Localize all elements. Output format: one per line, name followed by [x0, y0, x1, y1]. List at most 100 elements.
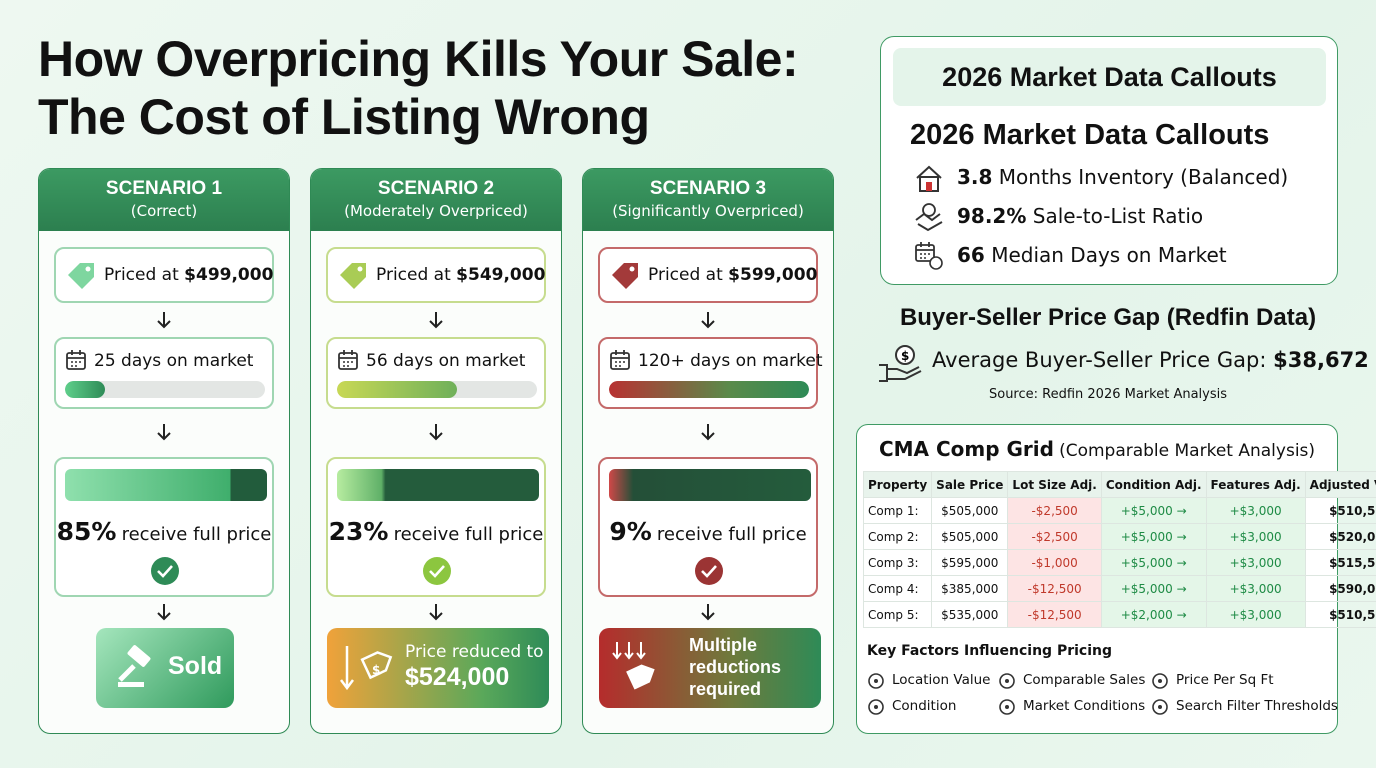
reduce-icon	[611, 640, 671, 696]
days-fill	[609, 381, 809, 398]
cma-cell: -$1,000	[1007, 549, 1102, 576]
tag-icon-svg	[612, 263, 638, 289]
cma-cell: +$5,000 →	[1100, 523, 1207, 550]
cma-cell: $595,000	[931, 549, 1009, 576]
flow-arrow-svg	[701, 604, 715, 621]
cma-cell: Comp 5:	[862, 601, 933, 628]
cma-cell: $505,000	[931, 523, 1009, 550]
percent-line: 9% receive full price	[600, 517, 816, 546]
price-line: Priced at $499,000	[104, 265, 273, 285]
factor-label: Comparable Sales	[1023, 672, 1146, 688]
percent-line: 23% receive full price	[328, 517, 544, 546]
factor-icon	[998, 698, 1016, 716]
days-text: 120+ days on market	[638, 351, 823, 371]
calendar-icon	[337, 349, 359, 371]
cma-row: Comp 3: $595,000 -$1,000 +$5,000 → +$3,000 $5…	[862, 549, 1376, 576]
cma-column-header: Adjusted Value	[1304, 471, 1376, 498]
cma-cell: -$2,500	[1007, 523, 1102, 550]
outcome-line: Multiple	[689, 635, 757, 655]
outcome-text: Price reduced to	[405, 642, 544, 662]
days-track	[65, 381, 265, 398]
scenario-subtitle: (Correct)	[130, 202, 198, 220]
callout-icon-svg	[915, 203, 943, 232]
tag-icon-svg	[340, 263, 366, 289]
percent-box: 23% receive full price	[326, 457, 546, 597]
callout-icon	[914, 202, 946, 234]
factor-icon	[1151, 672, 1169, 690]
cma-cell: $385,000	[931, 575, 1009, 602]
price-label: Priced at	[104, 265, 179, 285]
cma-cell: Comp 2:	[862, 523, 933, 550]
factor-icon-svg	[1152, 699, 1168, 715]
flow-arrow	[428, 603, 444, 621]
cma-cell: $510,500	[1304, 601, 1376, 628]
gap-value: $38,672	[1273, 348, 1369, 372]
price-label: Priced at	[648, 265, 723, 285]
gap-title: Buyer-Seller Price Gap (Redfin Data)	[899, 304, 1317, 331]
gap-label: Average Buyer-Seller Price Gap:	[932, 348, 1267, 372]
callout-icon-svg	[916, 165, 942, 192]
factors-title: Key Factors Influencing Pricing	[867, 643, 1112, 659]
cma-subtitle: (Comparable Market Analysis)	[1059, 441, 1316, 461]
cma-table: Property Sale Price Lot Size Adj. Condition…	[862, 471, 1376, 628]
cma-row: Comp 4: $385,000 -$12,500 +$5,000 → +$3,000 $…	[862, 575, 1376, 602]
outcome-line: reductions	[689, 657, 782, 677]
factor-icon-svg	[868, 673, 884, 689]
price-box: Priced at $549,000	[326, 247, 546, 303]
factor-icon	[867, 698, 885, 716]
days-fill	[337, 381, 457, 398]
gap-line: Average Buyer-Seller Price Gap: $38,672	[932, 348, 1369, 372]
factor-icon	[867, 672, 885, 690]
flow-arrow-svg	[429, 604, 443, 621]
check-icon-svg	[423, 557, 451, 585]
reduce-icon-svg	[612, 642, 655, 690]
percent-value: 85%	[56, 517, 117, 546]
scenario-card: SCENARIO 3 (Significantly Overpriced) Pric…	[582, 168, 834, 734]
title-line: How Overpricing Kills Your Sale:	[38, 31, 799, 87]
gap-icon: $	[877, 343, 923, 383]
scenario-name: SCENARIO 3	[649, 178, 767, 199]
percent-value: 23%	[328, 517, 389, 546]
cma-cell: -$12,500	[1007, 601, 1102, 628]
callout-text: Months Inventory (Balanced)	[998, 165, 1289, 189]
outcome-line: required	[689, 679, 762, 699]
percent-text: receive full price	[121, 524, 272, 545]
cma-row: Comp 2: $505,000 -$2,500 +$5,000 → +$3,000 $5…	[862, 523, 1376, 550]
calendar-icon-svg	[66, 350, 86, 370]
outcome-box: $ Price reduced to $524,000	[327, 628, 549, 708]
callout-item: 98.2% Sale-to-List Ratio	[957, 204, 1203, 228]
cma-cell: +$5,000 →	[1100, 497, 1207, 524]
price-value: $599,000	[728, 265, 818, 285]
percent-box: 85% receive full price	[54, 457, 274, 597]
cma-column-header: Property	[862, 471, 933, 498]
cma-cell: +$3,000	[1205, 497, 1306, 524]
cma-cell: +$5,000 →	[1100, 549, 1207, 576]
flow-arrow	[156, 423, 172, 441]
page-title: How Overpricing Kills Your Sale: The Cos…	[38, 30, 799, 146]
outcome-price: $524,000	[405, 663, 510, 691]
check-icon-svg	[151, 557, 179, 585]
cma-cell: $505,000	[931, 497, 1009, 524]
price-box: Priced at $499,000	[54, 247, 274, 303]
flow-arrow	[700, 423, 716, 441]
factor-label: Location Value	[892, 672, 991, 688]
cma-cell: +$3,000	[1205, 601, 1306, 628]
cma-cell: $510,500	[1304, 497, 1376, 524]
cma-cell: Comp 1:	[862, 497, 933, 524]
tag-icon-svg	[68, 263, 94, 289]
flow-arrow-svg	[157, 312, 171, 329]
outcome-text: Sold	[168, 652, 223, 680]
gap-icon-svg: $	[879, 345, 922, 382]
check-icon	[422, 556, 452, 586]
factor-label: Market Conditions	[1023, 698, 1146, 714]
callout-icon	[914, 163, 946, 195]
outcome-box: Multiple reductions required	[599, 628, 821, 708]
cma-card: CMA Comp Grid (Comparable Market Analysi…	[856, 424, 1376, 734]
callouts-box-title: 2026 Market Data Callouts	[942, 62, 1277, 92]
flow-arrow	[156, 311, 172, 329]
scenario-card: SCENARIO 2 (Moderately Overpriced) Priced …	[310, 168, 562, 734]
factor-icon-svg	[999, 699, 1015, 715]
flow-arrow-svg	[701, 312, 715, 329]
cma-cell: -$2,500	[1007, 497, 1102, 524]
